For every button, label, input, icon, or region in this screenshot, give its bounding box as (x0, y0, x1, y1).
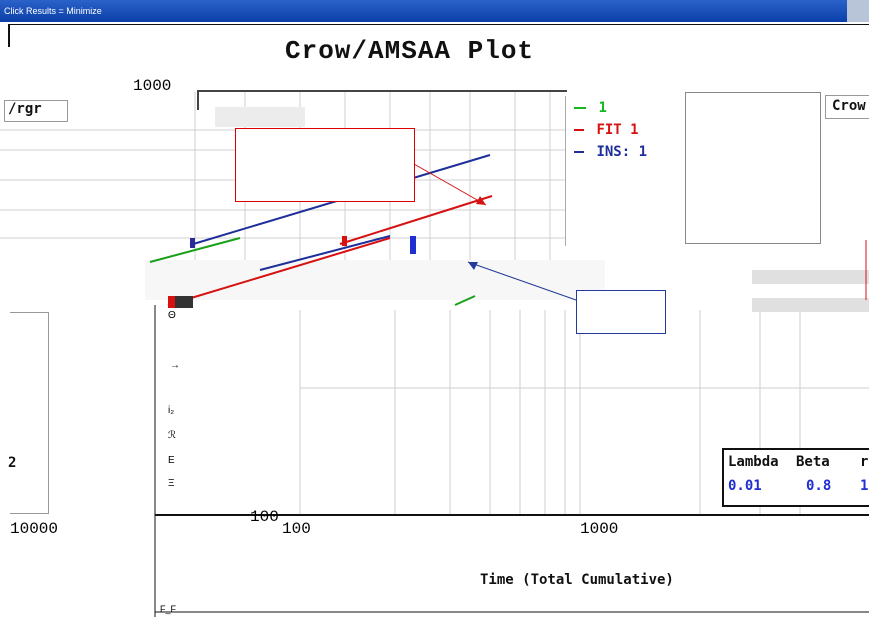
overlay-band (145, 260, 605, 300)
axis-glyph: i₂ (168, 405, 175, 416)
data-marker (168, 296, 178, 308)
data-marker (190, 238, 195, 248)
upper-frame-top (197, 90, 567, 92)
plot-header-area (8, 24, 869, 47)
data-marker (342, 236, 347, 246)
axis-glyph: Ξ (168, 478, 175, 489)
axis-glyph: → (170, 360, 180, 371)
axis-glyph: E (168, 455, 175, 466)
right-label-box[interactable] (825, 95, 869, 119)
left-x-tick: 10000 (10, 520, 59, 538)
axis-glyph: F_F (160, 604, 177, 614)
legend-label: 1 (598, 100, 607, 116)
ins-line-lower (259, 235, 391, 271)
result-value-beta: 0.8 (806, 478, 832, 494)
callout-arrow-blue (467, 261, 577, 301)
arrowhead-blue (468, 262, 478, 270)
legend-label: INS: 1 (596, 144, 648, 160)
lower-left-box (10, 312, 49, 514)
y-axis-label-top: 1000 (133, 77, 172, 95)
lower-left-label: 2 (8, 455, 17, 471)
legend-swatch (574, 129, 584, 131)
upper-frame-left (197, 90, 199, 110)
left-label: /rgr (8, 101, 42, 117)
result-value-r: 1 (860, 478, 869, 494)
data-marker (410, 236, 416, 254)
x-axis-tick-100: 100 (282, 520, 311, 538)
fit-line-lower (167, 237, 391, 306)
window-title: Click Results = Minimize (4, 6, 102, 16)
plot-title: Crow/AMSAA Plot (285, 36, 535, 66)
axis-glyph: ℛ (168, 430, 176, 441)
legend-swatch (574, 151, 584, 153)
results-table: Lambda Beta r 0.01 0.8 1 (722, 448, 869, 507)
y-axis-label-bottom: 100 (250, 508, 279, 526)
arrowhead-red (476, 196, 486, 205)
result-header-r: r (860, 454, 869, 470)
x-axis-title: Time (Total Cumulative) (480, 572, 674, 588)
legend-item-1[interactable]: 1 (574, 100, 607, 116)
result-header-lambda: Lambda (728, 454, 779, 470)
right-label: Crow (832, 98, 866, 114)
legend-label: FIT 1 (596, 122, 639, 138)
left-label-box[interactable] (4, 100, 68, 122)
callout-box-blue (576, 290, 666, 334)
result-value-lambda: 0.01 (728, 478, 762, 494)
callout-box-red (235, 128, 415, 202)
overlay-block (215, 107, 305, 127)
axis-glyph: Θ (168, 310, 176, 321)
legend: 1 FIT 1 INS: 1 (565, 96, 686, 246)
window-control-area[interactable] (847, 0, 869, 22)
window-title-bar[interactable]: Click Results = Minimize (0, 0, 869, 22)
right-panel-band (752, 298, 869, 312)
legend-swatch (574, 107, 586, 109)
callout-arrow-red (413, 163, 487, 206)
fit-line-upper (339, 195, 493, 245)
x-axis-tick-1000: 1000 (580, 520, 619, 538)
data-marker (175, 296, 193, 308)
results-side-panel[interactable] (685, 92, 821, 244)
legend-item-fit[interactable]: FIT 1 (574, 122, 639, 138)
result-header-beta: Beta (796, 454, 830, 470)
legend-item-ins[interactable]: INS: 1 (574, 144, 647, 160)
data-point-marker (454, 295, 476, 306)
lower-grid (299, 310, 869, 515)
right-panel-band (752, 270, 869, 284)
data-line (149, 237, 241, 263)
